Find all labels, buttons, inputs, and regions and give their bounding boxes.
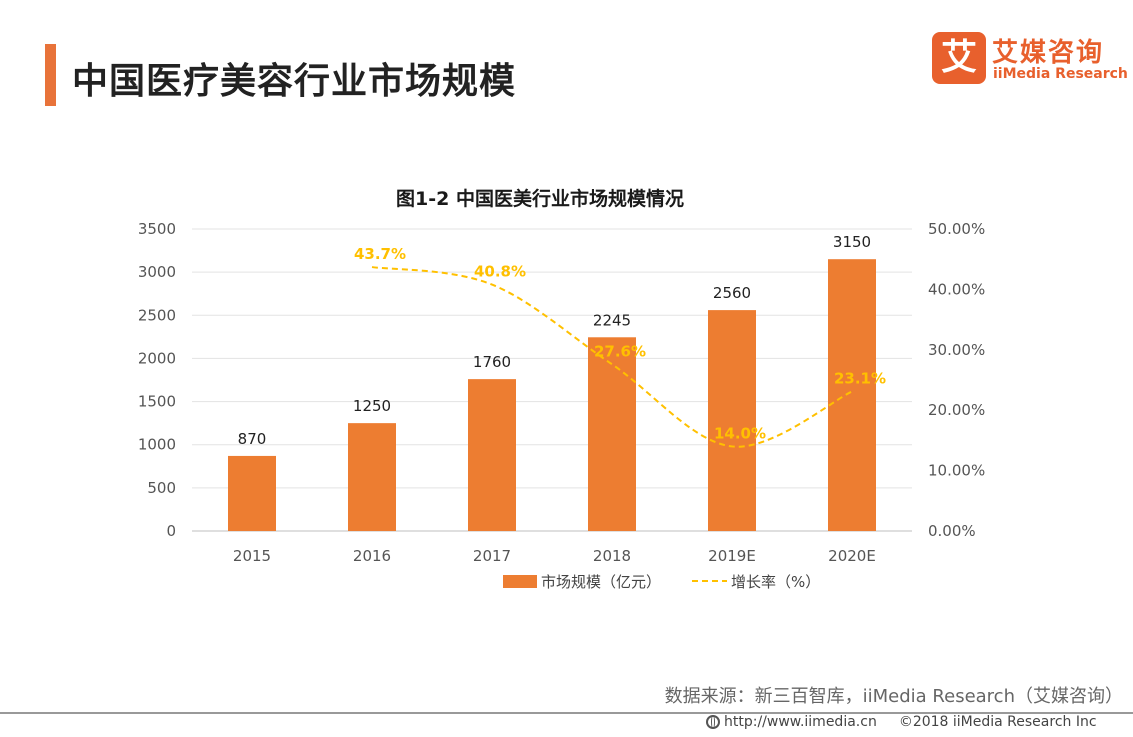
y-right-tick-label: 30.00%: [928, 341, 985, 359]
brand-name-cn: 艾媒咨询: [992, 38, 1105, 68]
footer: http://www.iimedia.cn ©2018 iiMedia Resea…: [706, 714, 1097, 730]
bar: [828, 259, 876, 531]
y-right-tick-label: 40.00%: [928, 280, 985, 298]
y-left-tick-label: 1500: [138, 393, 176, 411]
bar: [708, 310, 756, 531]
growth-rate-label: 40.8%: [474, 263, 526, 281]
growth-rate-label: 14.0%: [714, 424, 766, 442]
bar: [228, 455, 276, 531]
chart-title: 图1-2 中国医美行业市场规模情况: [396, 187, 684, 210]
x-tick-label: 2020E: [828, 547, 876, 565]
y-right-tick-label: 0.00%: [928, 522, 976, 540]
bar: [588, 337, 636, 531]
x-tick-label: 2016: [353, 547, 391, 565]
x-tick-label: 2017: [473, 547, 511, 565]
bar-value-label: 870: [238, 430, 267, 448]
bar: [348, 423, 396, 531]
bar: [468, 379, 516, 531]
footer-url[interactable]: http://www.iimedia.cn: [724, 714, 877, 730]
x-tick-label: 2015: [233, 547, 271, 565]
y-left-tick-label: 500: [147, 479, 176, 497]
y-left-tick-label: 3000: [138, 263, 176, 281]
brand-name-en: iiMedia Research: [993, 66, 1128, 82]
y-left-tick-label: 3500: [138, 220, 176, 238]
y-left-tick-label: 2500: [138, 306, 176, 324]
y-right-tick-label: 20.00%: [928, 401, 985, 419]
bar-value-label: 1250: [353, 397, 391, 415]
bar-value-label: 1760: [473, 353, 511, 371]
brand-logo-icon: 艾: [932, 32, 986, 84]
globe-icon: [706, 715, 720, 729]
growth-rate-label: 43.7%: [354, 245, 406, 263]
y-left-tick-label: 2000: [138, 349, 176, 367]
bar-value-label: 3150: [833, 233, 871, 251]
bar-value-label: 2560: [713, 284, 751, 302]
footer-copyright: ©2018 iiMedia Research Inc: [898, 714, 1097, 730]
y-right-tick-label: 50.00%: [928, 220, 985, 238]
legend-line-label: 增长率（%）: [731, 573, 820, 591]
bar-value-label: 2245: [593, 311, 631, 329]
x-tick-label: 2019E: [708, 547, 756, 565]
brand-logo: 艾 艾媒咨询 iiMedia Research: [932, 32, 1128, 90]
y-right-tick-label: 10.00%: [928, 462, 985, 480]
y-left-tick-label: 0: [166, 522, 176, 540]
x-tick-label: 2018: [593, 547, 631, 565]
growth-rate-line: [371, 266, 853, 448]
y-left-tick-label: 1000: [138, 436, 176, 454]
data-source: 数据来源：新三百智库，iiMedia Research（艾媒咨询）: [664, 686, 1123, 707]
footer-divider: [0, 712, 1133, 714]
legend-bar-label: 市场规模（亿元）: [541, 573, 661, 591]
growth-rate-label: 23.1%: [834, 369, 886, 387]
page-title: 中国医疗美容行业市场规模: [72, 61, 517, 102]
legend-bar-swatch: [503, 575, 537, 588]
title-accent-bar: [45, 44, 56, 106]
growth-rate-label: 27.6%: [594, 342, 646, 360]
